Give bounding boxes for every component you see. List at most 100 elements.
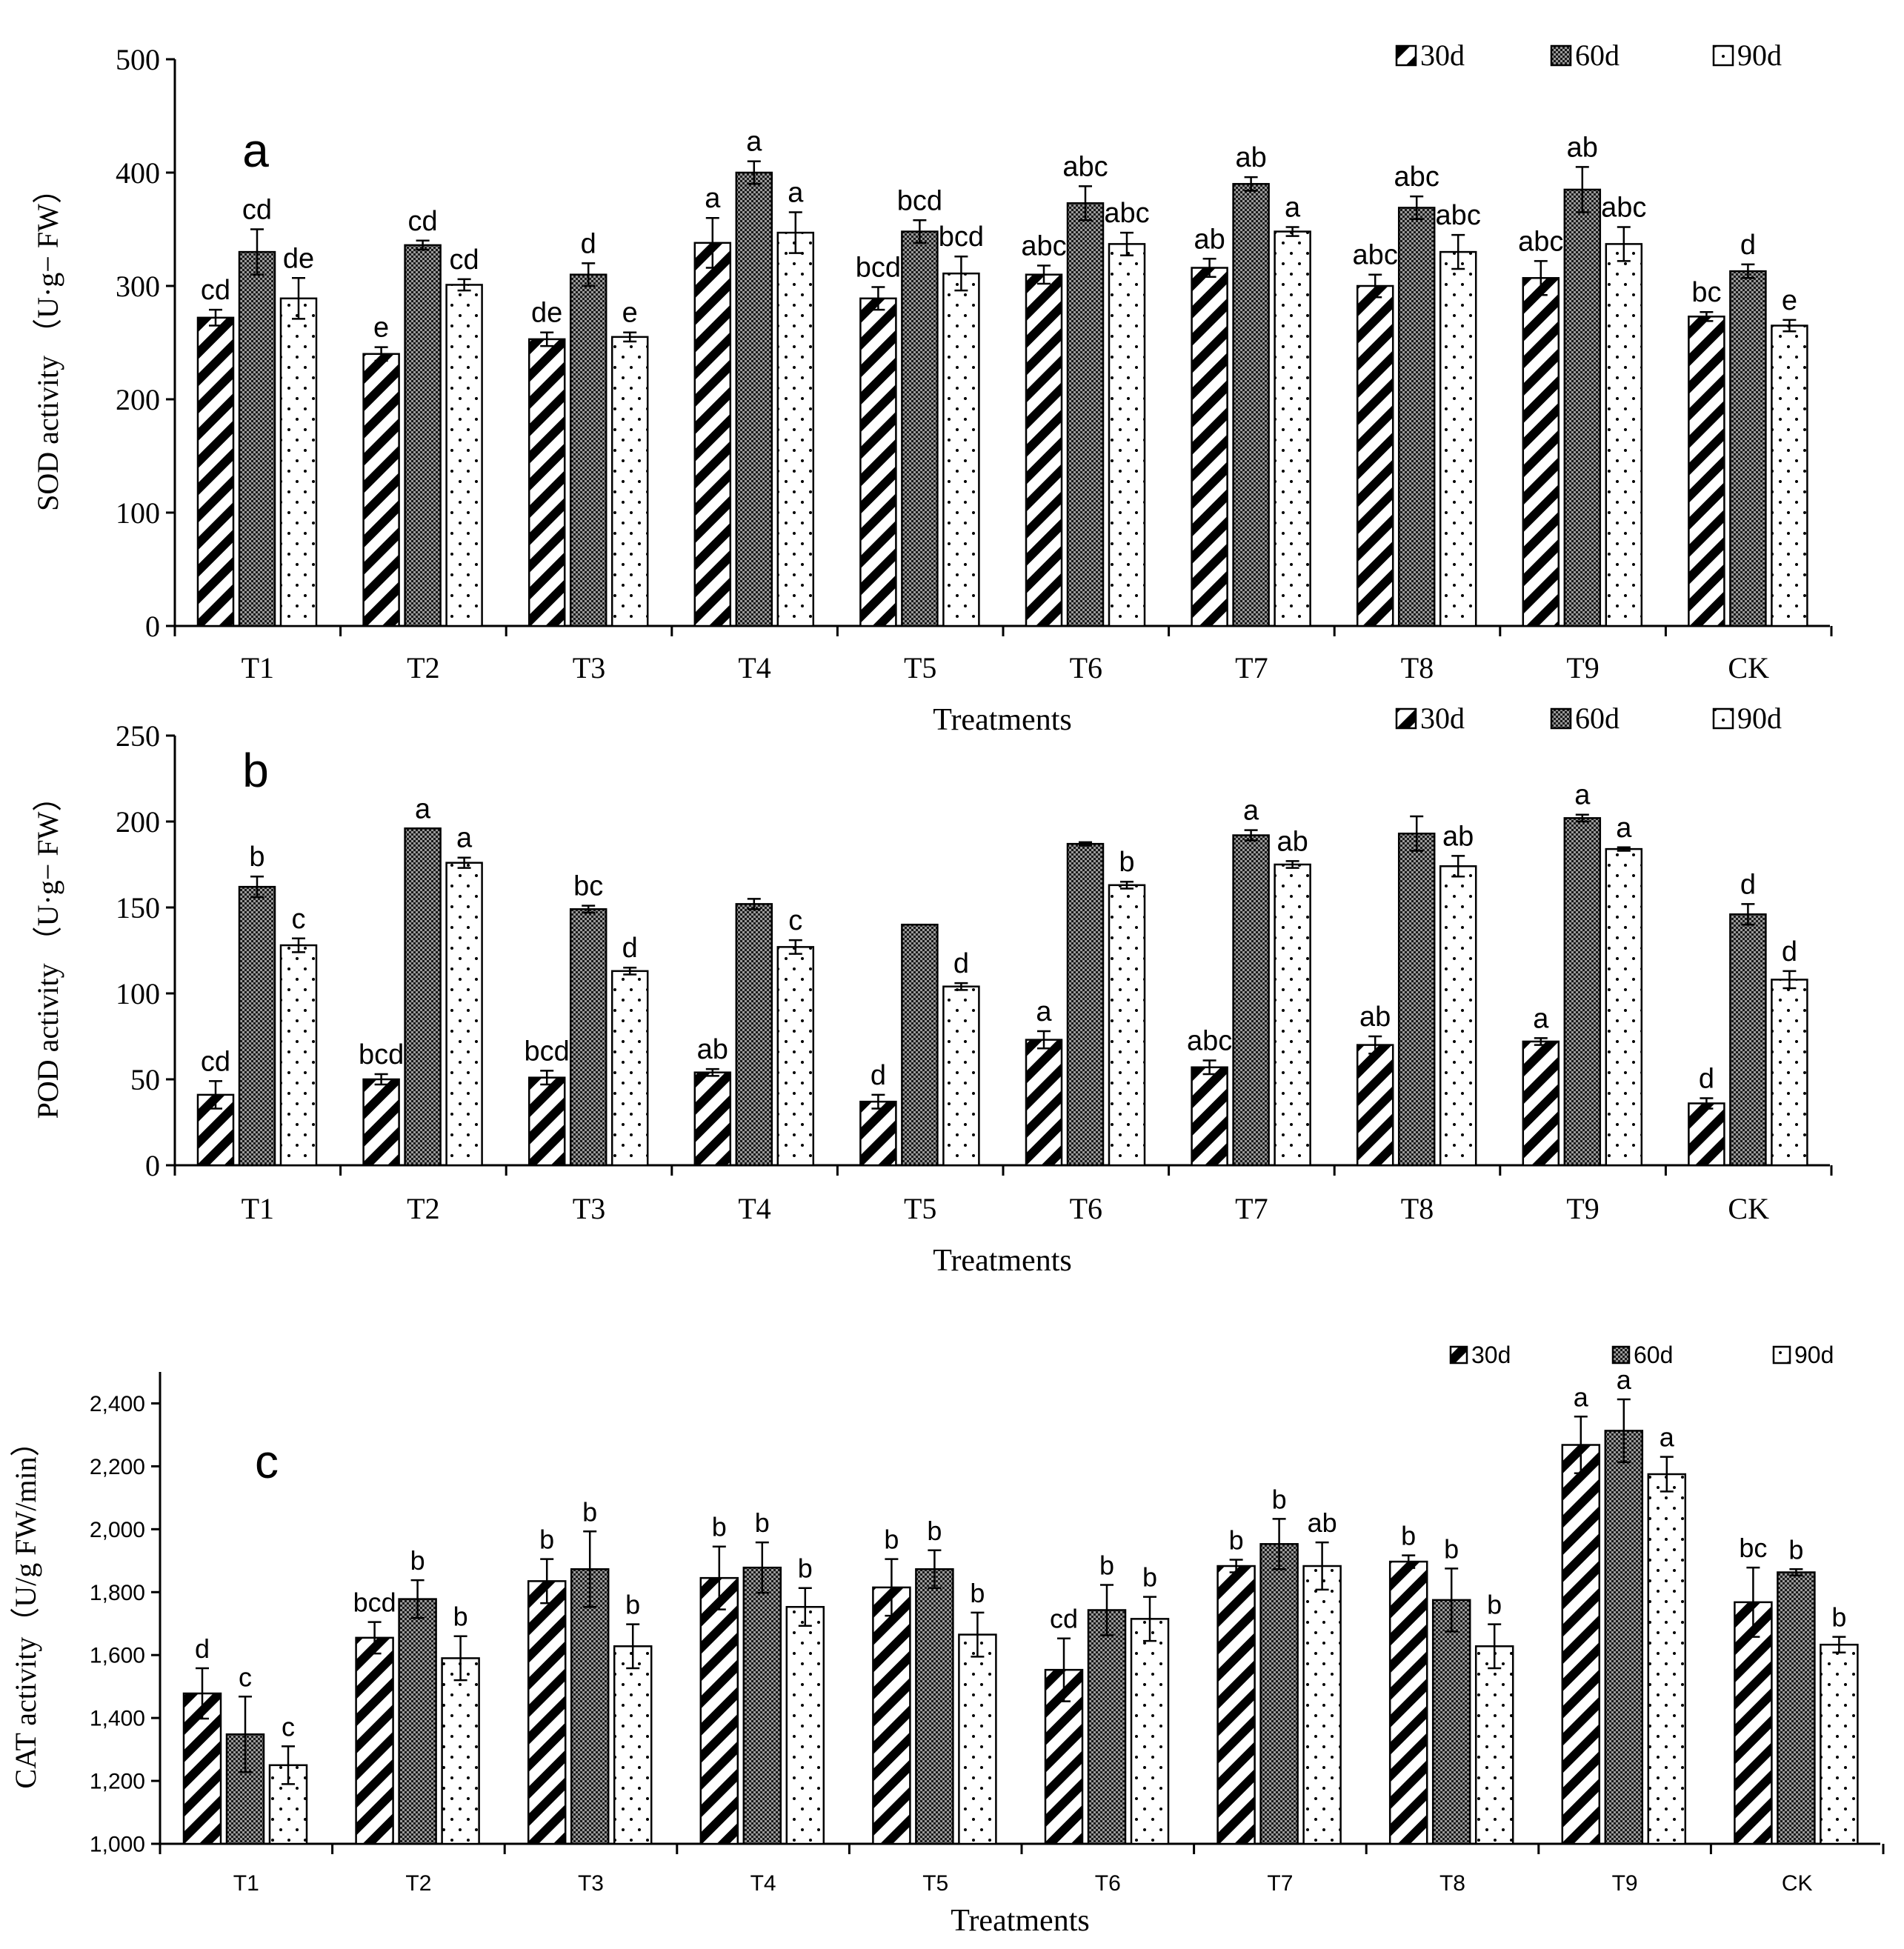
y-tick-label: 400 xyxy=(116,156,160,190)
bar xyxy=(1431,1599,1471,1845)
bar xyxy=(901,923,939,1167)
significance-label: c xyxy=(239,1662,252,1692)
legend-label: 90d xyxy=(1794,1342,1834,1368)
significance-label: b xyxy=(410,1545,425,1576)
bar xyxy=(1734,1601,1773,1845)
x-tick-label: T1 xyxy=(233,1871,259,1896)
bar xyxy=(355,1636,394,1845)
legend-label: 60d xyxy=(1634,1342,1673,1368)
bar xyxy=(1688,1102,1725,1167)
bar xyxy=(942,985,980,1167)
significance-label: d xyxy=(581,228,596,259)
significance-label: d xyxy=(195,1633,210,1664)
bar xyxy=(1688,316,1725,627)
bar xyxy=(1522,277,1560,627)
significance-label: abc xyxy=(1187,1025,1232,1056)
significance-label: abc xyxy=(1021,230,1066,261)
bar xyxy=(1771,324,1808,627)
significance-label: c xyxy=(292,904,306,935)
bar xyxy=(1191,267,1228,627)
pod-chart: 0 50 100 150 200 250 T1 T2 T3 T4 T5 T6 T7 T8 T9 CK Treat… xyxy=(31,702,1833,1278)
bar xyxy=(1191,1066,1228,1167)
panel-letter: b xyxy=(242,744,269,797)
significance-label: a xyxy=(1616,813,1632,844)
significance-label: a xyxy=(1574,780,1591,811)
significance-label: bcd xyxy=(525,1036,570,1067)
x-tick-label: T2 xyxy=(407,1192,439,1225)
significance-label: abc xyxy=(1436,200,1481,231)
bar xyxy=(1130,1618,1170,1845)
y-tick-label: 300 xyxy=(116,270,160,303)
x-tick-label: T2 xyxy=(405,1871,431,1896)
significance-label: b xyxy=(1444,1533,1459,1564)
significance-label: d xyxy=(1740,869,1756,900)
significance-label: a xyxy=(1533,1003,1549,1034)
bar xyxy=(445,862,483,1167)
significance-label: d xyxy=(622,933,638,964)
bar xyxy=(1771,979,1808,1167)
bar xyxy=(404,827,442,1167)
x-tick-label: T5 xyxy=(904,1192,936,1225)
bar xyxy=(527,1580,567,1845)
legend-swatch xyxy=(1772,1345,1791,1365)
bar xyxy=(1474,1645,1514,1845)
significance-label: b xyxy=(927,1516,942,1546)
significance-label: a xyxy=(705,183,721,214)
y-axis-label: SOD activity （U·g− FW） xyxy=(31,174,64,511)
y-axis-label: POD activity （U·g− FW） xyxy=(31,782,64,1119)
bar xyxy=(872,1586,911,1845)
bar xyxy=(1108,243,1146,627)
bar xyxy=(527,338,566,627)
bar xyxy=(859,297,897,627)
significance-label: abc xyxy=(1104,198,1149,229)
significance-label: b xyxy=(1142,1562,1157,1593)
x-tick-label: T5 xyxy=(904,651,936,684)
cat-chart: 1,000 1,200 1,400 1,600 1,800 2,000 2,200 2,400… xyxy=(9,1342,1885,1938)
bar xyxy=(613,1645,653,1845)
significance-label: ab xyxy=(697,1034,728,1065)
significance-label: ab xyxy=(1194,224,1225,255)
x-tick-label: CK xyxy=(1728,1192,1769,1225)
legend-label: 30d xyxy=(1471,1342,1511,1368)
bar xyxy=(196,316,235,627)
bar xyxy=(1108,884,1146,1167)
legend-swatch xyxy=(1449,1345,1468,1365)
bar xyxy=(1025,273,1063,627)
bar xyxy=(859,1100,897,1167)
x-tick-label: T7 xyxy=(1235,1192,1268,1225)
significance-label: a xyxy=(788,178,804,209)
bar xyxy=(1820,1643,1859,1845)
significance-label: b xyxy=(1831,1602,1846,1633)
significance-label: b xyxy=(625,1590,640,1620)
bar xyxy=(362,353,400,627)
bar xyxy=(1439,250,1477,627)
bar xyxy=(693,241,732,627)
bar xyxy=(1561,1444,1601,1845)
bar xyxy=(1439,865,1477,1167)
bar xyxy=(785,1605,825,1845)
bar xyxy=(569,908,608,1167)
bar xyxy=(279,944,318,1167)
y-tick-label: 500 xyxy=(116,43,160,76)
significance-label: cd xyxy=(1050,1604,1078,1634)
significance-label: ab xyxy=(1567,132,1598,163)
significance-label: b xyxy=(249,842,264,873)
x-tick-label: T4 xyxy=(738,1192,770,1225)
bar xyxy=(362,1078,400,1167)
significance-label: bcd xyxy=(353,1587,396,1618)
y-tick-label: 1,000 xyxy=(90,1833,145,1857)
significance-label: a xyxy=(1660,1422,1675,1453)
bar xyxy=(1777,1571,1816,1845)
x-tick-label: T1 xyxy=(242,1192,274,1225)
y-tick-label: 2,200 xyxy=(90,1455,145,1479)
y-tick-label: 100 xyxy=(116,496,160,530)
significance-label: a xyxy=(746,127,762,158)
bar xyxy=(225,1733,265,1845)
significance-label: b xyxy=(970,1578,985,1608)
significance-label: ab xyxy=(1235,142,1266,173)
bar xyxy=(1302,1565,1342,1845)
y-tick-label: 1,600 xyxy=(90,1644,145,1668)
significance-label: a xyxy=(415,793,431,824)
significance-label: abc xyxy=(1062,151,1108,182)
bar xyxy=(569,273,608,627)
